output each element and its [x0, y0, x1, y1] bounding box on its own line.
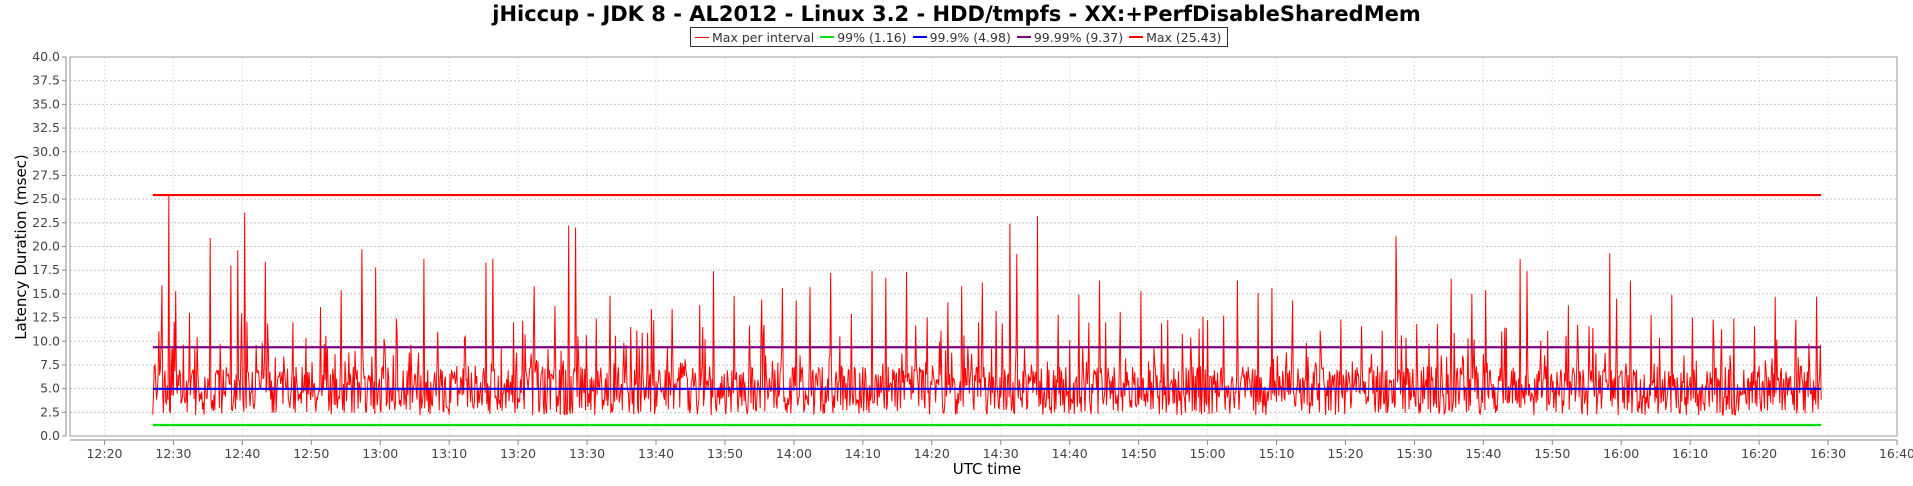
legend-item: Max (25.43) [1129, 30, 1221, 45]
series-max-per-interval-line [152, 195, 1822, 417]
legend-item: 99.9% (4.98) [912, 29, 1011, 45]
legend-swatch [820, 36, 835, 38]
legend-swatch [1016, 36, 1031, 38]
legend-swatch [1129, 36, 1144, 38]
x-tick-label: 12:40 [224, 446, 260, 461]
x-tick-label: 16:20 [1741, 446, 1777, 461]
x-tick-label: 12:30 [155, 446, 191, 461]
legend-swatch [695, 36, 709, 38]
x-tick-label: 16:10 [1672, 446, 1708, 461]
x-tick-label: 15:00 [1190, 446, 1226, 461]
x-tick-label: 16:00 [1603, 446, 1639, 461]
y-axis-title: Latency Duration (msec) [12, 154, 30, 340]
y-tick-label: 20.0 [32, 239, 60, 254]
x-tick-label: 16:40 [1879, 446, 1913, 461]
y-tick-label: 35.0 [32, 96, 60, 111]
plot-border [69, 56, 1898, 437]
y-tick-label: 25.0 [32, 191, 60, 206]
x-tick-label: 15:50 [1534, 446, 1570, 461]
x-tick-label: 13:30 [569, 446, 605, 461]
x-tick-label: 15:30 [1396, 446, 1432, 461]
legend-label: Max (25.43) [1146, 29, 1222, 45]
x-tick-label: 12:20 [86, 446, 122, 461]
series-layer [152, 193, 1822, 427]
y-tick-label: 10.0 [32, 333, 60, 348]
x-tick-label: 15:20 [1327, 446, 1363, 461]
x-tick-label: 16:30 [1810, 446, 1846, 461]
x-tick-label: 13:00 [362, 446, 398, 461]
y-tick-label: 32.5 [32, 120, 60, 135]
y-tick-label: 37.5 [32, 73, 60, 88]
legend-label: 99% (1.16) [837, 29, 907, 45]
x-tick-label: 13:10 [431, 446, 467, 461]
y-tick-label: 22.5 [32, 215, 60, 230]
y-tick-label: 17.5 [32, 262, 60, 277]
legend: Max per interval 99% (1.16) 99.9% (4.98) 99… [690, 27, 1229, 47]
y-tick-label: 7.5 [40, 357, 60, 372]
x-tick-label: 14:00 [776, 446, 812, 461]
x-tick-label: 15:10 [1258, 446, 1294, 461]
legend-item: Max per interval [695, 30, 814, 45]
x-tick-label: 14:50 [1121, 446, 1157, 461]
y-tick-label: 30.0 [32, 144, 60, 159]
y-tick-label: 40.0 [32, 49, 60, 64]
legend-swatch [912, 36, 927, 38]
x-tick-label: 14:40 [1052, 446, 1088, 461]
chart-title: jHiccup - JDK 8 - AL2012 - Linux 3.2 - H… [492, 2, 1421, 26]
x-tick-label: 13:50 [707, 446, 743, 461]
legend-item: 99.99% (9.37) [1016, 29, 1124, 45]
legend-label: 99.9% (4.98) [929, 29, 1011, 45]
x-tick-label: 15:40 [1465, 446, 1501, 461]
legend-label: 99.99% (9.37) [1033, 29, 1124, 45]
legend-label: Max per interval [712, 29, 815, 45]
y-tick-label: 5.0 [40, 381, 60, 396]
x-tick-label: 13:40 [638, 446, 674, 461]
y-tick-label: 27.5 [32, 167, 60, 182]
axis-ticks: 0.0 2.5 5.0 7.5 10.0 12.5 15.0 17.5 20.0 22.5 25.0… [32, 49, 1913, 461]
x-tick-label: 14:30 [983, 446, 1019, 461]
x-tick-label: 13:20 [500, 446, 536, 461]
x-axis-title: UTC time [953, 460, 1021, 478]
y-tick-label: 2.5 [40, 404, 60, 419]
x-tick-label: 14:20 [914, 446, 950, 461]
x-tick-label: 12:50 [293, 446, 329, 461]
y-tick-label: 0.0 [40, 428, 60, 443]
legend-item: 99% (1.16) [820, 29, 907, 45]
x-tick-label: 14:10 [845, 446, 881, 461]
y-tick-label: 12.5 [32, 310, 60, 325]
y-tick-label: 15.0 [32, 286, 60, 301]
